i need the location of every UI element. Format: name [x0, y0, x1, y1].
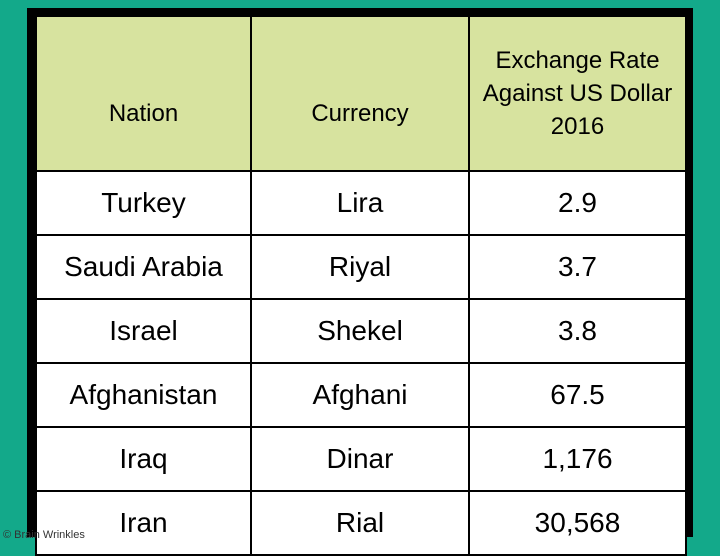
table-body: Turkey Lira 2.9 Saudi Arabia Riyal 3.7 Israel S…	[35, 170, 687, 556]
table-cell: 3.7	[468, 234, 687, 300]
table-cell: Dinar	[250, 426, 470, 492]
header-row: Nation Currency Exchange Rate Against US D…	[35, 15, 687, 172]
table-cell: Iraq	[35, 426, 252, 492]
table-cell: 2.9	[468, 170, 687, 236]
table-row: Saudi Arabia Riyal 3.7	[35, 234, 687, 300]
table-cell: 30,568	[468, 490, 687, 556]
table-cell: Afghani	[250, 362, 470, 428]
table-row: Israel Shekel 3.8	[35, 298, 687, 364]
header-cell: Exchange Rate Against US Dollar 2016	[468, 15, 687, 172]
table-cell: 3.8	[468, 298, 687, 364]
table-cell: Israel	[35, 298, 252, 364]
header-cell: Currency	[250, 15, 470, 172]
table-cell: 1,176	[468, 426, 687, 492]
table-cell: Rial	[250, 490, 470, 556]
table-cell: 67.5	[468, 362, 687, 428]
table-cell: Afghanistan	[35, 362, 252, 428]
table-row: Iraq Dinar 1,176	[35, 426, 687, 492]
table-row: Iran Rial 30,568	[35, 490, 687, 556]
table-cell: Iran	[35, 490, 252, 556]
table-cell: Shekel	[250, 298, 470, 364]
header-cell: Nation	[35, 15, 252, 172]
copyright: © Brain Wrinkles	[3, 529, 85, 541]
table-cell: Lira	[250, 170, 470, 236]
table-cell: Riyal	[250, 234, 470, 300]
table-row: Turkey Lira 2.9	[35, 170, 687, 236]
table-row: Afghanistan Afghani 67.5	[35, 362, 687, 428]
exchange-table: Nation Currency Exchange Rate Against US D…	[35, 15, 687, 556]
table-cell: Turkey	[35, 170, 252, 236]
table-cell: Saudi Arabia	[35, 234, 252, 300]
slide: Nation Currency Exchange Rate Against US D…	[3, 8, 693, 556]
